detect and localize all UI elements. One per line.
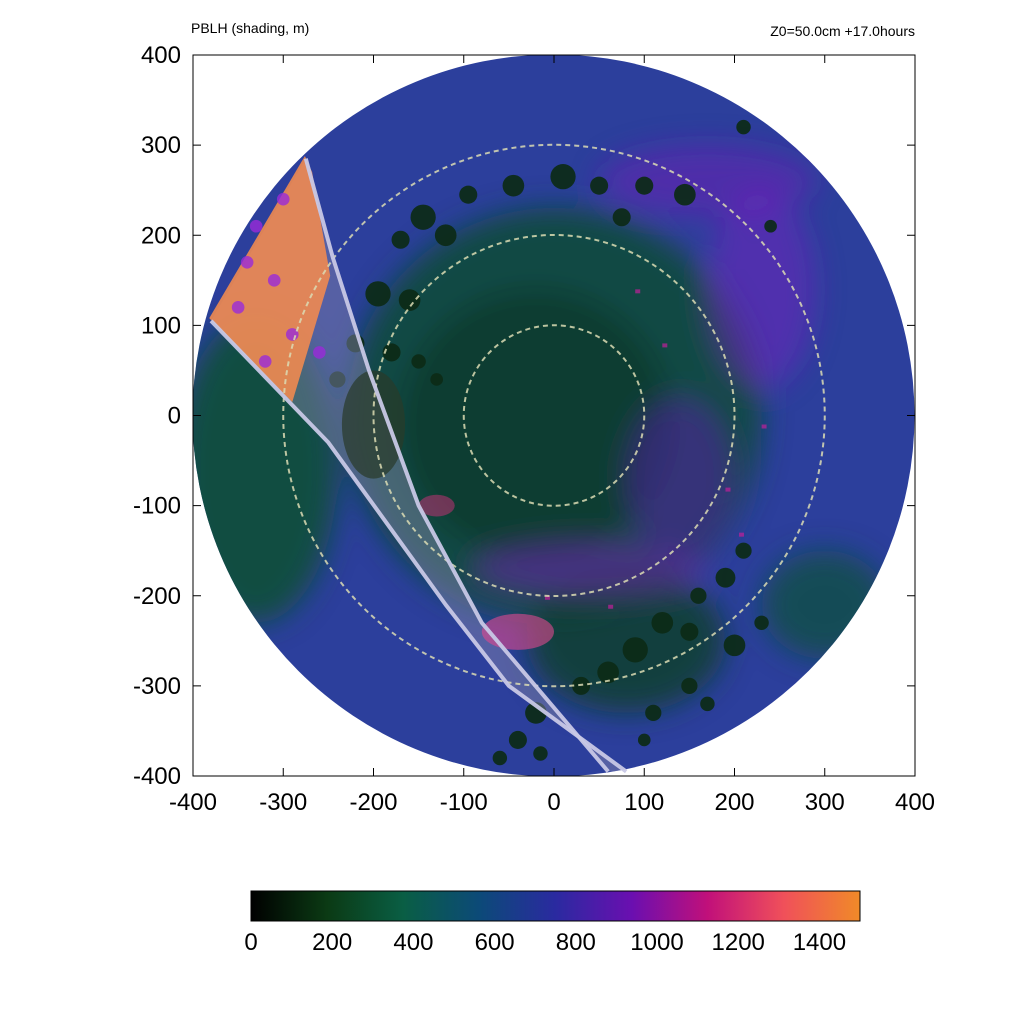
x-tick-label: -300 (259, 789, 307, 816)
y-tick-label: -300 (133, 673, 181, 700)
range-ring-100 (462, 324, 646, 507)
y-tick-label: 200 (141, 222, 181, 249)
y-tick-label: 0 (168, 403, 181, 430)
x-tick-label: -100 (440, 789, 488, 816)
x-tick-label: 200 (714, 789, 754, 816)
colorbar-tick-label: 200 (312, 929, 352, 956)
range-ring-300 (282, 143, 826, 688)
run-annotation: Z0=50.0cm +17.0hours (770, 23, 915, 39)
y-axis: -400 -300 -200 -100 0 100 200 300 400 (133, 42, 915, 790)
y-tick-label: 300 (141, 132, 181, 159)
x-tick-label: 0 (547, 789, 560, 816)
colorbar-tick-label: 800 (556, 929, 596, 956)
colorbar-tick-label: 0 (244, 929, 257, 956)
field-title: PBLH (shading, m) (191, 20, 309, 36)
colorbar-ticks: 0 200 400 600 800 1000 1200 1400 (244, 929, 846, 956)
x-tick-label: -200 (349, 789, 397, 816)
x-tick-label: 300 (805, 789, 845, 816)
range-ring-200 (372, 234, 736, 597)
colorbar-tick-label: 1200 (712, 929, 765, 956)
colorbar-tick-label: 400 (393, 929, 433, 956)
x-axis: -400 -300 -200 -100 0 100 200 300 400 (169, 55, 935, 816)
y-tick-label: -200 (133, 583, 181, 610)
colorbar-tick-label: 600 (475, 929, 515, 956)
range-rings (282, 143, 826, 688)
y-tick-label: -400 (133, 763, 181, 790)
y-tick-label: -100 (133, 493, 181, 520)
pblh-field (192, 54, 915, 777)
highlight-band-outline (209, 158, 628, 774)
x-tick-label: 400 (895, 789, 935, 816)
y-tick-label: 100 (141, 312, 181, 339)
colorbar-tick-label: 1000 (630, 929, 683, 956)
y-tick-label: 400 (141, 42, 181, 69)
band-inner-edge (303, 158, 610, 773)
band-outer-edge (209, 319, 628, 774)
colorbar-tick-label: 1400 (793, 929, 846, 956)
colorbar (250, 890, 861, 922)
x-tick-label: 100 (624, 789, 664, 816)
x-tick-label: -400 (169, 789, 217, 816)
